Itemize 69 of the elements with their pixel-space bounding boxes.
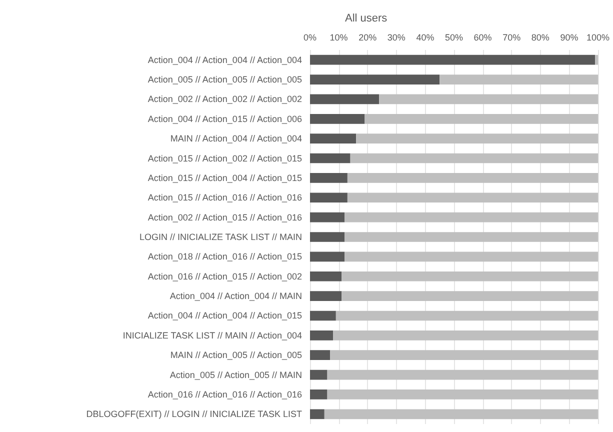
bar — [310, 310, 336, 321]
x-tick-label: 50% — [444, 32, 464, 42]
bar — [342, 291, 598, 301]
bar — [327, 390, 598, 400]
bar — [310, 114, 365, 124]
bar — [379, 94, 598, 104]
y-tick-label: MAIN // Action_004 // Action_004 — [170, 134, 302, 144]
bar — [310, 54, 596, 65]
bar — [330, 350, 598, 360]
bar — [310, 74, 440, 84]
bar — [333, 330, 598, 340]
y-tick-label: Action_018 // Action_016 // Action_015 — [148, 252, 302, 262]
bar — [310, 409, 324, 420]
bar — [595, 54, 598, 65]
bar — [342, 271, 598, 282]
bar — [310, 173, 348, 183]
bar — [356, 134, 598, 144]
y-tick-label: Action_015 // Action_016 // Action_016 — [148, 192, 302, 203]
bar — [347, 192, 598, 203]
y-tick-label: Action_015 // Action_004 // Action_015 — [148, 172, 302, 183]
x-tick-label: 30% — [387, 32, 406, 42]
x-tick-label: 20% — [358, 32, 377, 42]
x-tick-label: 60% — [474, 32, 492, 42]
y-tick-label: Action_004 // Action_015 // Action_006 — [148, 114, 302, 124]
bar — [310, 192, 348, 203]
bar — [310, 134, 356, 144]
x-tick-label: 40% — [416, 32, 434, 42]
bar — [310, 232, 345, 242]
x-tick-label: 80% — [531, 32, 550, 42]
bar — [324, 409, 598, 420]
x-tick-label: 70% — [502, 32, 521, 42]
bar — [310, 252, 345, 262]
y-tick-label: Action_016 // Action_015 // Action_002 — [148, 271, 302, 282]
bar — [310, 94, 380, 104]
x-tick-label: 0% — [303, 32, 317, 42]
y-tick-label: Action_016 // Action_016 // Action_016 — [148, 389, 302, 400]
bar — [310, 350, 330, 360]
bar — [440, 74, 598, 84]
bar — [336, 310, 598, 321]
bar — [310, 390, 328, 400]
x-tick-label: 100% — [586, 32, 610, 42]
x-tick-label: 10% — [330, 32, 348, 42]
bar — [310, 370, 328, 380]
bar — [310, 330, 334, 340]
bar — [310, 271, 342, 282]
y-tick-label: Action_004 // Action_004 // Action_004 — [148, 54, 302, 65]
bar — [350, 153, 598, 164]
bar — [344, 252, 598, 262]
bar — [310, 212, 345, 222]
y-tick-label: DBLOGOFF(EXIT) // LOGIN // INICIALIZE TASK LIST — [86, 409, 302, 420]
y-tick-label: Action_004 // Action_004 // Action_015 — [148, 310, 302, 321]
y-tick-label: Action_002 // Action_002 // Action_002 — [148, 94, 302, 104]
bar — [364, 114, 598, 124]
y-tick-label: Action_004 // Action_004 // MAIN — [170, 291, 302, 302]
y-tick-label: Action_015 // Action_002 // Action_015 — [148, 153, 302, 164]
bar — [344, 212, 598, 222]
bar — [344, 232, 598, 242]
y-tick-label: MAIN // Action_005 // Action_005 — [170, 350, 302, 360]
bar — [310, 291, 342, 301]
chart-title: All users — [345, 12, 388, 24]
bar — [327, 370, 598, 380]
y-tick-label: Action_002 // Action_015 // Action_016 — [148, 212, 302, 222]
x-tick-label: 90% — [560, 32, 578, 42]
bar — [347, 173, 598, 183]
y-tick-label: Action_005 // Action_005 // Action_005 — [148, 74, 302, 85]
y-tick-label: INICIALIZE TASK LIST // MAIN // Action_004 — [122, 330, 302, 340]
bar — [310, 153, 350, 164]
y-tick-label: LOGIN // INICIALIZE TASK LIST // MAIN — [139, 232, 302, 242]
y-tick-label: Action_005 // Action_005 // MAIN — [170, 370, 302, 380]
